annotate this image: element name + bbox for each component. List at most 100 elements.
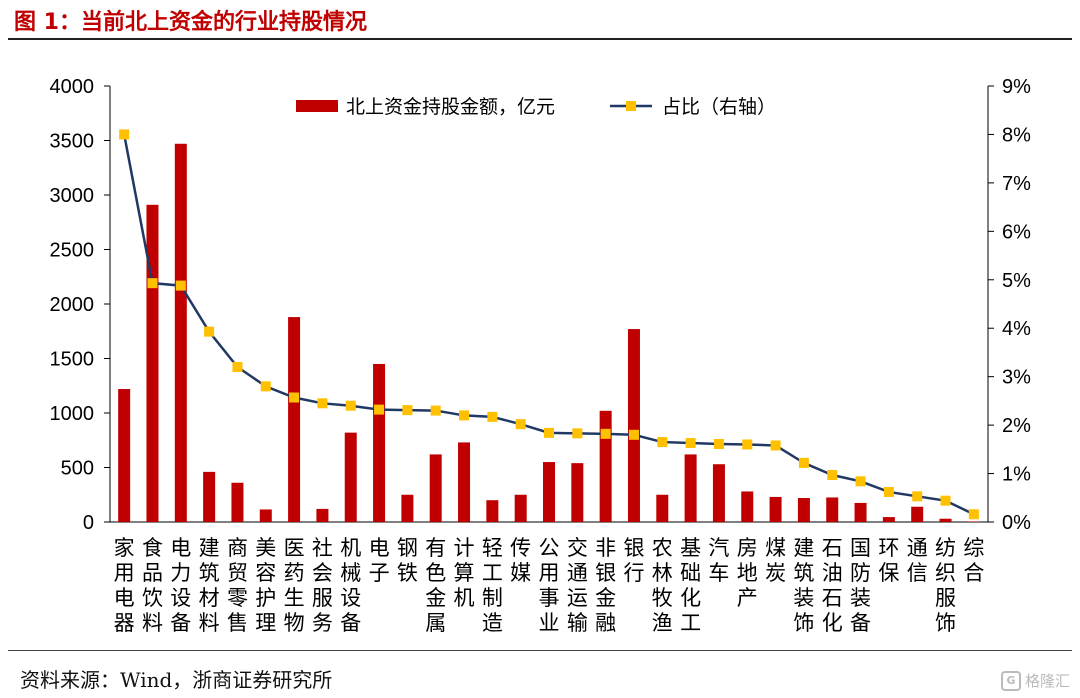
category-label: 公用事业 (539, 536, 560, 635)
watermark-text: 格隆汇 (1024, 672, 1070, 690)
share-marker-银行 (628, 429, 639, 440)
line-series (119, 129, 979, 520)
bar-建筑材料 (203, 471, 216, 522)
share-marker-公用事业 (544, 427, 554, 438)
bar-机械设备 (344, 432, 357, 522)
category-label: 银行 (623, 536, 644, 585)
bar-计算机 (458, 442, 471, 522)
share-marker-计算机 (459, 410, 470, 421)
right-tick-label: 8% (1002, 124, 1031, 146)
share-marker-电子 (374, 404, 385, 415)
right-tick-label: 7% (1002, 173, 1031, 195)
left-tick-label: 2000 (50, 294, 95, 316)
source-note: 资料来源：Wind，浙商证券研究所 (20, 668, 333, 692)
share-marker-房地产 (742, 439, 753, 450)
bar-银行 (627, 329, 640, 522)
category-label: 综合 (963, 536, 984, 585)
share-marker-通信 (912, 491, 923, 502)
bar-医药生物 (288, 317, 301, 522)
figure-title: 图 1：当前北上资金的行业持股情况 (14, 10, 367, 35)
category-label: 电子 (369, 536, 390, 585)
share-line (122, 134, 975, 516)
share-marker-医药生物 (289, 392, 300, 403)
bar-社会服务 (316, 508, 329, 522)
share-marker-非银金融 (600, 428, 611, 439)
category-label: 食品饮料 (142, 536, 163, 635)
share-marker-煤炭 (770, 440, 781, 451)
category-label: 商贸零售 (227, 536, 248, 635)
share-marker-汽车 (713, 439, 724, 450)
legend-bar-swatch (296, 100, 338, 112)
left-tick-label: 1000 (50, 403, 95, 425)
left-tick-label: 2500 (50, 240, 95, 262)
bar-通信 (911, 506, 924, 522)
share-marker-综合 (968, 509, 979, 520)
right-tick-label: 1% (1002, 464, 1031, 486)
left-tick-label: 4000 (50, 76, 95, 98)
left-tick-label: 0 (83, 512, 94, 534)
share-marker-基础化工 (685, 438, 696, 449)
category-label: 非银金融 (595, 536, 616, 635)
category-label: 建筑装饰 (793, 536, 814, 635)
bar-汽车 (712, 464, 725, 522)
share-marker-社会服务 (317, 398, 328, 409)
category-label: 医药生物 (284, 536, 305, 635)
share-marker-建筑装饰 (798, 457, 809, 468)
bar-电子 (373, 363, 386, 522)
category-label: 社会服务 (312, 536, 333, 635)
bar-钢铁 (401, 494, 414, 522)
bar-有色金属 (429, 454, 442, 522)
category-label: 有色金属 (425, 536, 446, 635)
category-label: 传媒 (510, 536, 531, 585)
category-label: 通信 (907, 536, 928, 585)
left-tick-label: 500 (61, 458, 94, 480)
category-label: 石油石化 (822, 536, 843, 635)
category-label: 农林牧渔 (652, 536, 673, 635)
share-marker-家用电器 (119, 129, 130, 140)
bar-美容护理 (259, 509, 272, 522)
category-label: 轻工制造 (482, 536, 503, 635)
category-label: 计算机 (454, 536, 475, 610)
bar-交通运输 (571, 463, 584, 522)
bar-传媒 (514, 494, 527, 522)
category-label: 钢铁 (397, 536, 418, 585)
watermark: G 格隆汇 (1000, 670, 1070, 691)
share-marker-轻工制造 (487, 411, 498, 422)
industry-holdings-chart: 0 500 1000 1500 2000 2500 3000 3500 4000 0% 1% 2% 3… (50, 76, 1032, 635)
title-divider (8, 38, 1072, 40)
legend-line-marker (626, 101, 636, 111)
right-tick-label: 2% (1002, 415, 1031, 437)
bar-农林牧渔 (656, 494, 669, 522)
share-marker-商贸零售 (232, 361, 243, 372)
right-tick-label: 9% (1002, 76, 1031, 98)
share-marker-交通运输 (572, 428, 583, 439)
bar-纺织服饰 (939, 518, 952, 522)
bar-综合 (967, 521, 980, 522)
share-marker-纺织服饰 (940, 495, 951, 506)
left-tick-label: 3500 (50, 131, 95, 153)
bar-家用电器 (118, 389, 131, 522)
category-label: 房地产 (737, 536, 758, 610)
right-tick-label: 5% (1002, 270, 1031, 292)
bar-国防装备 (854, 502, 867, 522)
bar-电力设备 (174, 143, 187, 522)
share-marker-食品饮料 (147, 278, 158, 289)
category-label: 电力设备 (170, 536, 191, 635)
watermark-logo-icon: G (1000, 670, 1021, 691)
legend-line-label: 占比（右轴） (662, 96, 776, 118)
category-label: 纺织服饰 (935, 536, 956, 635)
bar-食品饮料 (146, 204, 159, 522)
bar-基础化工 (684, 454, 697, 522)
right-tick-label: 0% (1002, 512, 1031, 534)
source-divider (8, 650, 1072, 651)
share-marker-电力设备 (175, 280, 186, 291)
category-label: 煤炭 (765, 536, 786, 585)
share-marker-传媒 (515, 419, 526, 430)
share-marker-环保 (883, 486, 894, 497)
right-tick-label: 6% (1002, 221, 1031, 243)
right-tick-label: 3% (1002, 367, 1031, 389)
category-label: 汽车 (708, 536, 729, 585)
right-y-axis: 0% 1% 2% 3% 4% 5% 6% 7% 8% 9% (987, 76, 1031, 534)
category-label: 家用电器 (114, 536, 135, 635)
left-tick-label: 3000 (50, 185, 95, 207)
